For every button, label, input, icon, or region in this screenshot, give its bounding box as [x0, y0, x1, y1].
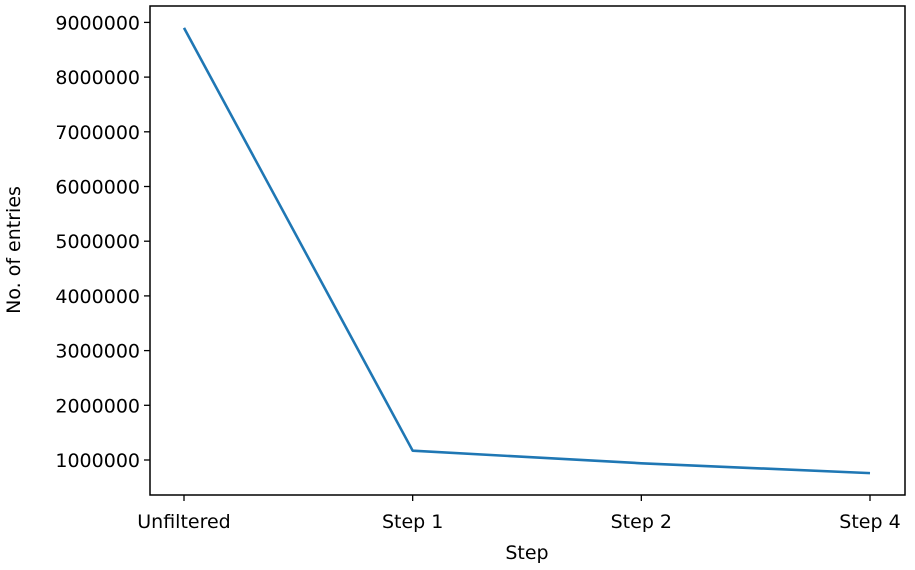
y-tick-label: 2000000 — [55, 395, 140, 417]
y-tick-label: 9000000 — [55, 12, 140, 34]
x-tick-label: Step 2 — [611, 511, 672, 533]
y-axis-ticks: 1000000 2000000 3000000 4000000 5000000 60000… — [55, 12, 150, 472]
y-tick-label: 7000000 — [55, 122, 140, 144]
y-tick-label: 8000000 — [55, 67, 140, 89]
series-line — [182, 27, 871, 475]
x-tick-label: Step 1 — [382, 511, 443, 533]
y-tick-label: 4000000 — [55, 286, 140, 308]
y-tick-label: 1000000 — [55, 450, 140, 472]
x-tick-label: Unfiltered — [137, 511, 230, 533]
y-tick-label: 3000000 — [55, 341, 140, 363]
x-tick-label: Step 4 — [839, 511, 900, 533]
x-axis-label: Step — [505, 542, 548, 564]
y-tick-label: 5000000 — [55, 231, 140, 253]
plot-area — [149, 5, 906, 496]
y-axis-label: No. of entries — [3, 186, 25, 314]
y-tick-label: 6000000 — [55, 177, 140, 199]
x-axis-ticks: Unfiltered Step 1 Step 2 Step 4 — [137, 495, 901, 533]
